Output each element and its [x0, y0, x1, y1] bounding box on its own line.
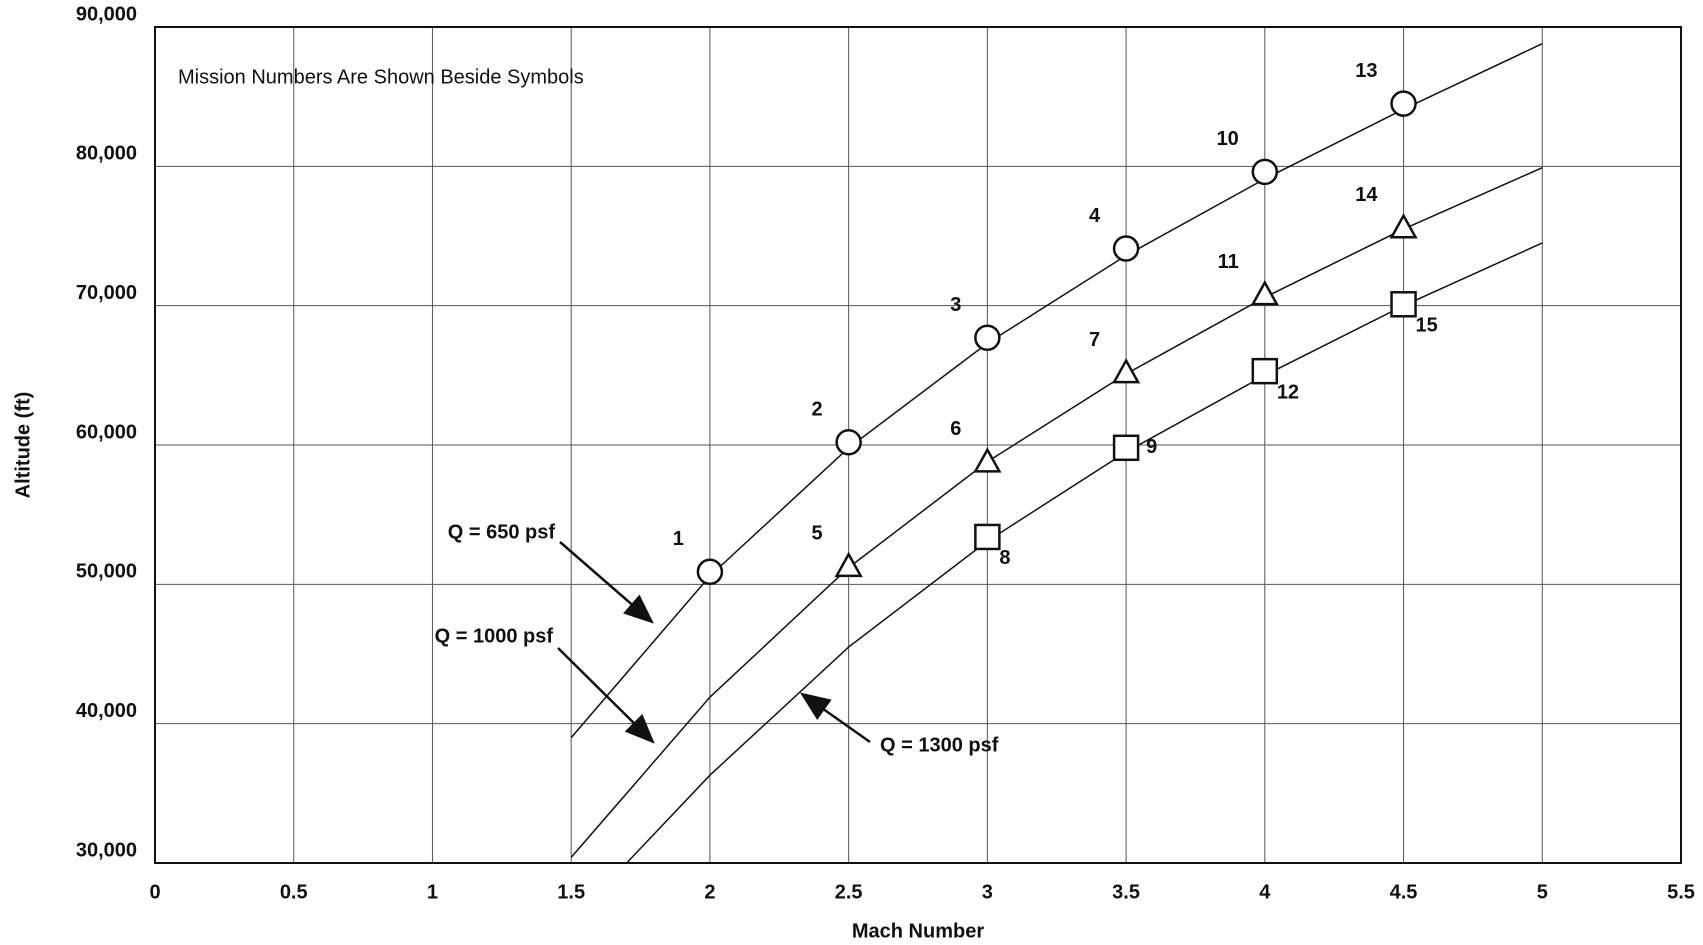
y-tick-label: 90,000 — [76, 3, 137, 25]
y-tick-label: 30,000 — [76, 839, 137, 861]
point — [1251, 357, 1279, 385]
point — [1251, 158, 1279, 186]
y-tick-label: 40,000 — [76, 700, 137, 722]
x-tick-label: 5 — [1537, 881, 1548, 903]
point — [1111, 357, 1141, 384]
curve — [570, 167, 1543, 858]
y-tick-label: 80,000 — [76, 143, 137, 165]
point — [696, 558, 724, 586]
x-tick-label: 1.5 — [557, 881, 585, 903]
y-tick-label: 60,000 — [76, 421, 137, 443]
point — [1250, 279, 1279, 306]
point — [974, 324, 1001, 351]
curve-label: Q = 1300 psf — [880, 734, 999, 756]
x-tick-label: 2.5 — [835, 881, 863, 903]
point-label: 7 — [1089, 329, 1100, 351]
point — [1390, 291, 1417, 318]
curve-label: Q = 1000 psf — [435, 625, 554, 647]
point-label: 4 — [1089, 205, 1101, 227]
x-tick-label: 2 — [704, 881, 715, 903]
arrow — [799, 692, 871, 744]
point — [1112, 434, 1140, 462]
point — [1390, 90, 1417, 117]
x-tick-label: 4.5 — [1390, 881, 1418, 903]
point-label: 10 — [1217, 128, 1239, 150]
curve-label: Q = 650 psf — [448, 521, 556, 543]
y-axis-label: Altitude (ft) — [12, 392, 34, 499]
point-label: 2 — [812, 398, 823, 420]
x-tick-label: 3 — [982, 881, 993, 903]
x-axis-label: Mach Number — [852, 920, 984, 942]
plot-frame — [154, 26, 1682, 864]
point-label: 13 — [1355, 60, 1377, 82]
y-tick-label: 70,000 — [76, 282, 137, 304]
x-tick-label: 4 — [1259, 881, 1271, 903]
point — [1112, 235, 1140, 262]
y-tick-label: 50,000 — [76, 561, 137, 583]
point-label: 15 — [1416, 315, 1438, 337]
point-label: 14 — [1355, 184, 1378, 206]
point-label: 5 — [812, 523, 823, 545]
point — [1389, 213, 1418, 239]
point-label: 1 — [673, 528, 684, 550]
x-tick-label: 5.5 — [1667, 881, 1695, 903]
x-tick-label: 0 — [149, 881, 160, 903]
x-tick-label: 0.5 — [280, 881, 308, 903]
arrow — [559, 541, 654, 624]
point — [835, 428, 862, 456]
point-label: 11 — [1218, 251, 1239, 273]
point-label: 9 — [1146, 436, 1157, 458]
point-label: 6 — [950, 418, 961, 440]
point — [834, 551, 863, 578]
curve — [626, 242, 1543, 864]
point-label: 3 — [950, 294, 961, 316]
x-tick-label: 1 — [427, 881, 438, 903]
point — [973, 447, 1002, 473]
x-tick-label: 3.5 — [1112, 881, 1140, 903]
point-label: 12 — [1277, 381, 1299, 403]
curve — [570, 43, 1543, 739]
arrow — [557, 647, 655, 744]
point-label: 8 — [999, 547, 1010, 569]
point — [974, 523, 1001, 551]
annotation: Mission Numbers Are Shown Beside Symbols — [178, 66, 584, 88]
